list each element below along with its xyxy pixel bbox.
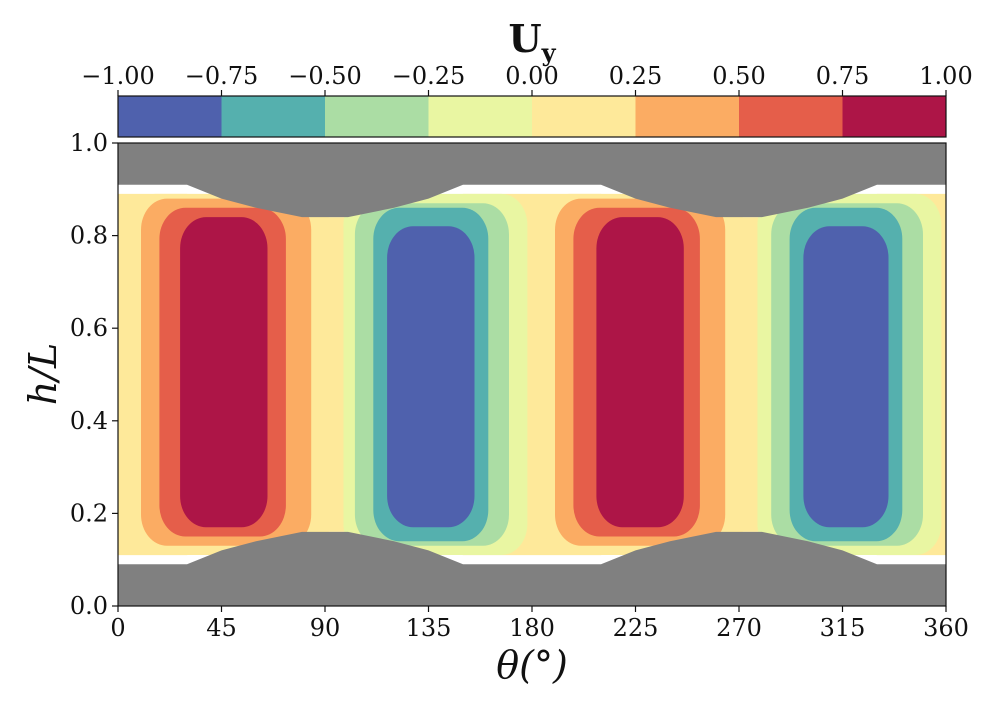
x-tick-label: 270 bbox=[716, 614, 762, 642]
x-axis-label: θ(°) bbox=[496, 643, 568, 687]
lobe-135 bbox=[343, 193, 528, 555]
y-axis: 0.0 0.2 0.4 0.6 0.8 1.0 bbox=[70, 129, 118, 620]
x-tick-label: 90 bbox=[310, 614, 341, 642]
solid-wall-upper bbox=[118, 143, 946, 218]
colorbar-segment-6 bbox=[739, 96, 843, 137]
x-tick-label: 45 bbox=[206, 614, 237, 642]
chart-title: Uy bbox=[508, 16, 556, 67]
contour-band-lobe4-level0 bbox=[803, 226, 889, 528]
y-tick-label: 1.0 bbox=[70, 129, 108, 157]
colorbar: −1.00 −0.75 −0.50 −0.25 0.00 0.25 0.50 0.75 1.00 bbox=[81, 62, 973, 138]
lobe-225 bbox=[543, 193, 744, 555]
contour-band-lobe3-level7 bbox=[596, 217, 684, 528]
y-tick-label: 0.4 bbox=[70, 407, 108, 435]
colorbar-tick-label: 0.75 bbox=[816, 62, 869, 90]
colorbar-segment-0 bbox=[118, 96, 222, 137]
y-axis-label: h/L bbox=[21, 343, 65, 406]
y-tick-label: 0.6 bbox=[70, 314, 108, 342]
colorbar-tick-label: −0.75 bbox=[185, 62, 259, 90]
colorbar-segment-4 bbox=[532, 96, 636, 137]
contour-band-lobe1-level7 bbox=[180, 217, 268, 528]
colorbar-segment-7 bbox=[842, 96, 946, 137]
chart-title-main: U bbox=[508, 16, 541, 61]
x-tick-label: 315 bbox=[820, 614, 866, 642]
solid-wall-lower bbox=[118, 531, 946, 606]
solid-regions bbox=[118, 143, 946, 606]
colorbar-tick-label: 1.00 bbox=[919, 62, 972, 90]
colorbar-tick-label: −0.50 bbox=[288, 62, 362, 90]
y-tick-label: 0.2 bbox=[70, 499, 108, 527]
colorbar-tick-label: 0.25 bbox=[609, 62, 662, 90]
x-tick-label: 225 bbox=[613, 614, 659, 642]
contour-band-lobe2-level0 bbox=[387, 226, 475, 528]
colorbar-segment-3 bbox=[428, 96, 532, 137]
colorbar-tick-label: −0.25 bbox=[392, 62, 466, 90]
colorbar-tick-label: 0.50 bbox=[712, 62, 765, 90]
x-tick-label: 360 bbox=[923, 614, 969, 642]
x-tick-label: 135 bbox=[406, 614, 452, 642]
x-tick-label: 180 bbox=[509, 614, 555, 642]
x-axis: 0 45 90 135 180 225 270 315 360 bbox=[110, 606, 969, 642]
chart-title-subscript: y bbox=[541, 38, 557, 67]
colorbar-segment-2 bbox=[325, 96, 429, 137]
x-tick-label: 0 bbox=[110, 614, 125, 642]
plot-area bbox=[118, 143, 946, 606]
colorbar-tick-label: −1.00 bbox=[81, 62, 155, 90]
colorbar-tick-label: 0.00 bbox=[505, 62, 558, 90]
colorbar-segment-5 bbox=[635, 96, 739, 137]
y-tick-label: 0.8 bbox=[70, 222, 108, 250]
colorbar-segment-1 bbox=[221, 96, 325, 137]
lobe-315 bbox=[757, 193, 942, 555]
lobe-45 bbox=[129, 193, 330, 555]
y-tick-label: 0.0 bbox=[70, 592, 108, 620]
contour-lobes bbox=[129, 193, 942, 555]
